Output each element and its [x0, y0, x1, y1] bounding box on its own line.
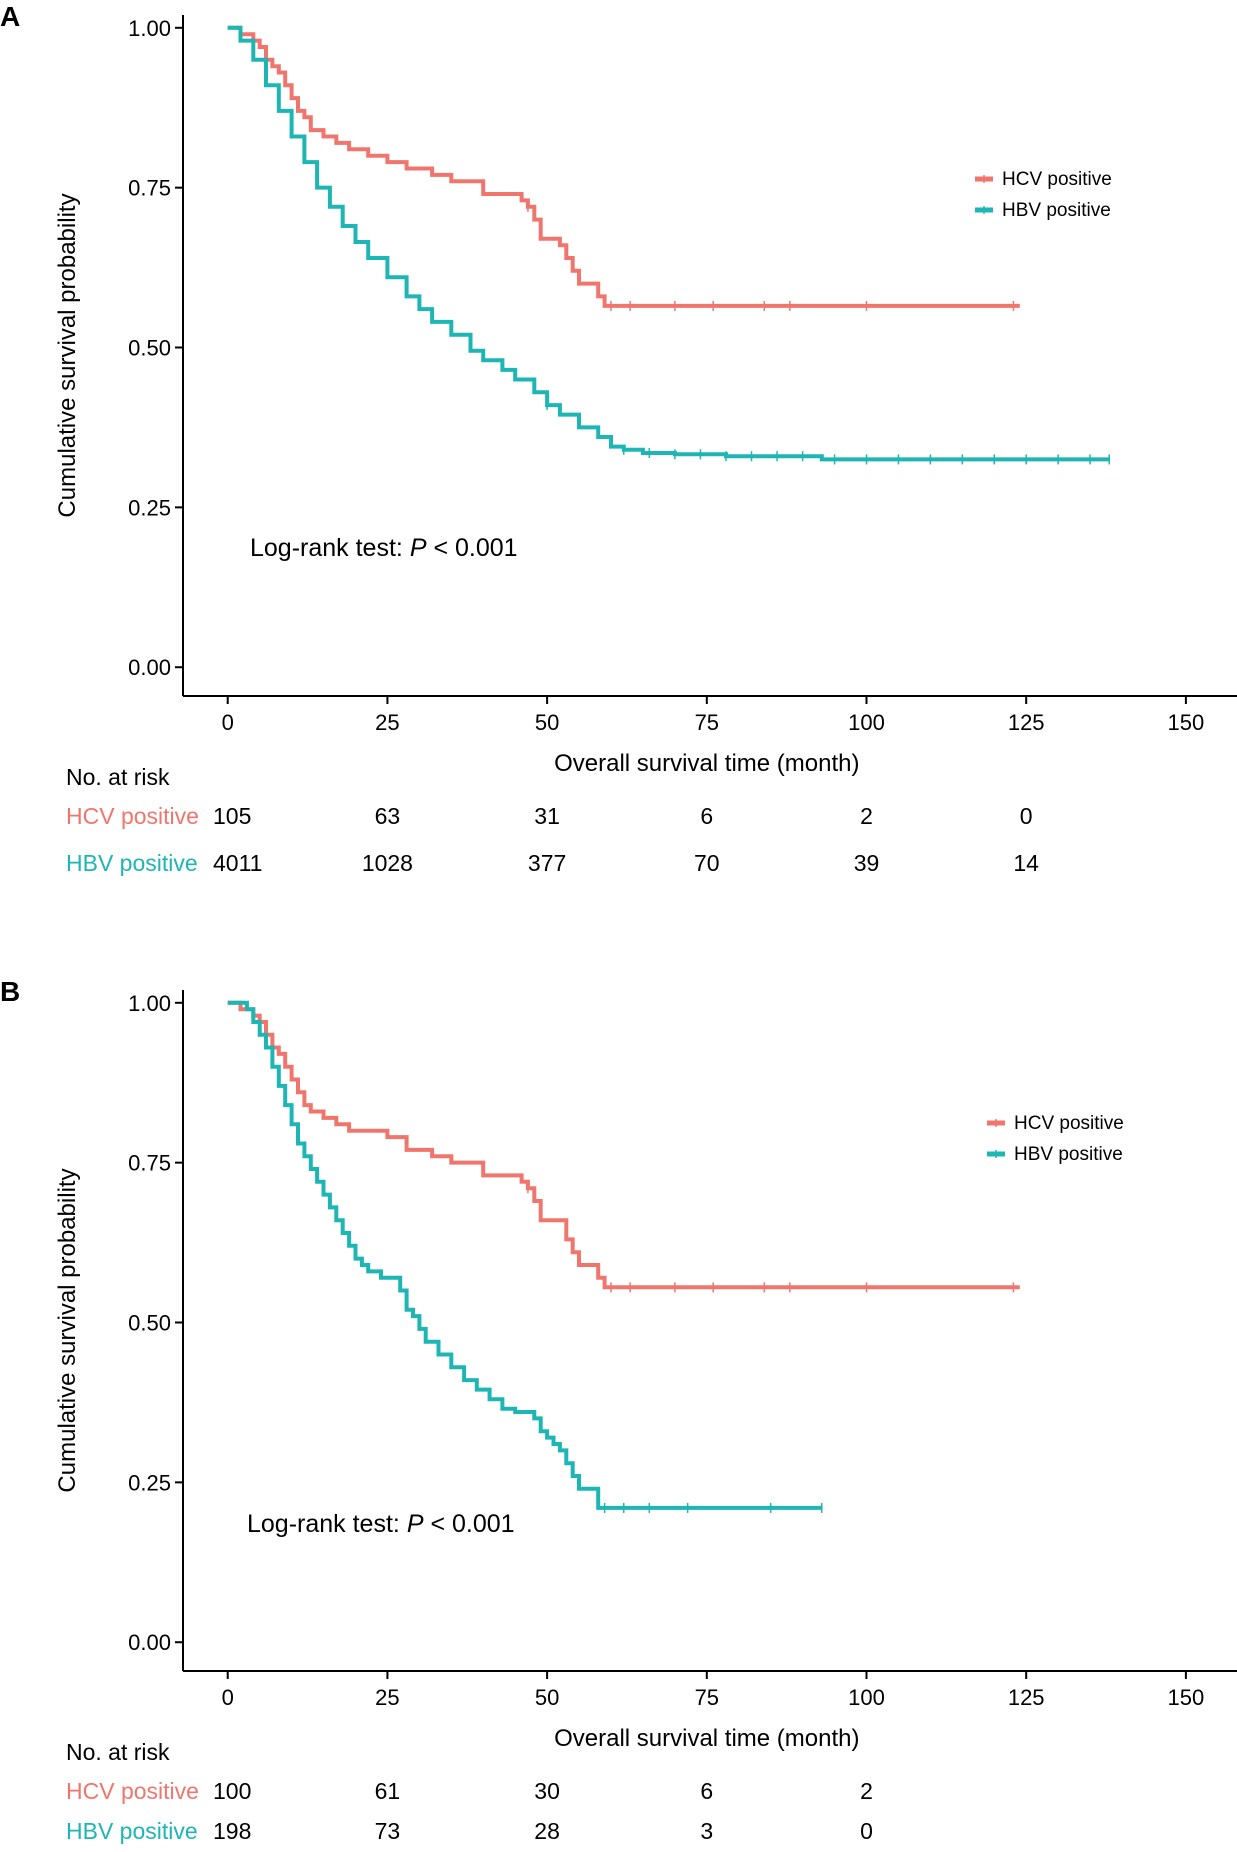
risk-table-title: No. at risk	[66, 1739, 170, 1765]
x-tick-label: 125	[1008, 710, 1045, 735]
risk-count: 14	[1013, 850, 1039, 876]
x-tick-label: 0	[222, 1685, 234, 1710]
x-axis-title: Overall survival time (month)	[554, 750, 859, 777]
x-tick-label: 150	[1168, 1685, 1205, 1710]
risk-row-label-hbv-positive: HBV positive	[66, 1818, 198, 1844]
logrank-prefix: Log-rank test:	[250, 534, 410, 562]
x-tick-label: 50	[535, 710, 559, 735]
risk-count: 198	[213, 1818, 251, 1844]
risk-row-label-hcv-positive: HCV positive	[66, 1778, 199, 1804]
risk-count: 39	[854, 850, 880, 876]
survival-curve-hcv-positive	[227, 1000, 1020, 1290]
risk-count: 6	[700, 1778, 713, 1804]
risk-count: 30	[534, 1778, 560, 1804]
y-axis-title: Cumulative survival probability	[54, 193, 81, 517]
risk-count: 105	[213, 803, 251, 829]
risk-count: 0	[1020, 803, 1033, 829]
x-tick-label: 75	[695, 1685, 719, 1710]
risk-count: 1028	[362, 850, 413, 876]
y-tick-label: 1.00	[128, 991, 171, 1016]
chart-panel-b: B 0.00 0.25 0.50 0.75 1.00 0 25 50 75 100 125 150 Cum…	[0, 976, 1237, 1844]
survival-curve-hcv-positive	[227, 25, 1020, 308]
logrank-p-symbol: P	[410, 534, 427, 562]
risk-row-label-hcv-positive: HCV positive	[66, 803, 199, 829]
risk-count: 4011	[213, 850, 262, 876]
x-tick-label: 25	[375, 1685, 399, 1710]
y-tick-label: 0.00	[128, 655, 171, 680]
y-tick-label: 0.75	[128, 1151, 171, 1176]
risk-count: 31	[534, 803, 560, 829]
risk-count: 70	[694, 850, 720, 876]
risk-count: 2	[860, 803, 873, 829]
survival-curve-hbv-positive	[227, 25, 1110, 462]
risk-count: 6	[700, 803, 713, 829]
y-tick-label: 0.25	[128, 495, 171, 520]
logrank-prefix: Log-rank test:	[247, 1510, 407, 1538]
panel-label: B	[0, 976, 20, 1007]
x-tick-label: 25	[375, 710, 399, 735]
logrank-suffix: < 0.001	[427, 534, 518, 562]
legend-label-hcv-positive: HCV positive	[1002, 169, 1112, 190]
x-tick-label: 75	[695, 710, 719, 735]
x-tick-label: 100	[848, 710, 885, 735]
legend-label-hcv-positive: HCV positive	[1014, 1113, 1124, 1134]
survival-curve-hbv-positive	[227, 1000, 822, 1510]
x-axis-title: Overall survival time (month)	[554, 1725, 859, 1752]
logrank-p-symbol: P	[407, 1510, 424, 1538]
x-tick-label: 125	[1008, 1685, 1045, 1710]
risk-count: 2	[860, 1778, 873, 1804]
x-tick-label: 100	[848, 1685, 885, 1710]
y-tick-label: 0.00	[128, 1630, 171, 1655]
x-tick-label: 50	[535, 1685, 559, 1710]
panel-label: A	[0, 1, 20, 32]
x-tick-label: 150	[1168, 710, 1205, 735]
risk-table-title: No. at risk	[66, 764, 170, 790]
x-tick-label: 0	[222, 710, 234, 735]
chart-panel-a: A 0.00 0.25 0.50 0.75 1.00 0 25 50 75 100 125 150 Cum…	[0, 1, 1237, 876]
y-tick-label: 0.75	[128, 176, 171, 201]
risk-count: 0	[860, 1818, 873, 1844]
risk-count: 377	[528, 850, 566, 876]
logrank-annotation: Log-rank test: P < 0.001	[250, 534, 518, 562]
risk-count: 28	[534, 1818, 560, 1844]
risk-count: 100	[213, 1778, 251, 1804]
logrank-annotation: Log-rank test: P < 0.001	[247, 1510, 515, 1538]
y-tick-label: 0.25	[128, 1470, 171, 1495]
y-tick-label: 0.50	[128, 1311, 171, 1336]
y-axis-title: Cumulative survival probability	[54, 1168, 81, 1492]
legend-label-hbv-positive: HBV positive	[1014, 1144, 1123, 1165]
logrank-suffix: < 0.001	[424, 1510, 515, 1538]
risk-count: 63	[375, 803, 401, 829]
y-tick-label: 0.50	[128, 336, 171, 361]
risk-count: 61	[375, 1778, 401, 1804]
y-tick-label: 1.00	[128, 16, 171, 41]
risk-row-label-hbv-positive: HBV positive	[66, 850, 198, 876]
risk-count: 3	[700, 1818, 713, 1844]
risk-count: 73	[375, 1818, 401, 1844]
legend-label-hbv-positive: HBV positive	[1002, 200, 1111, 221]
